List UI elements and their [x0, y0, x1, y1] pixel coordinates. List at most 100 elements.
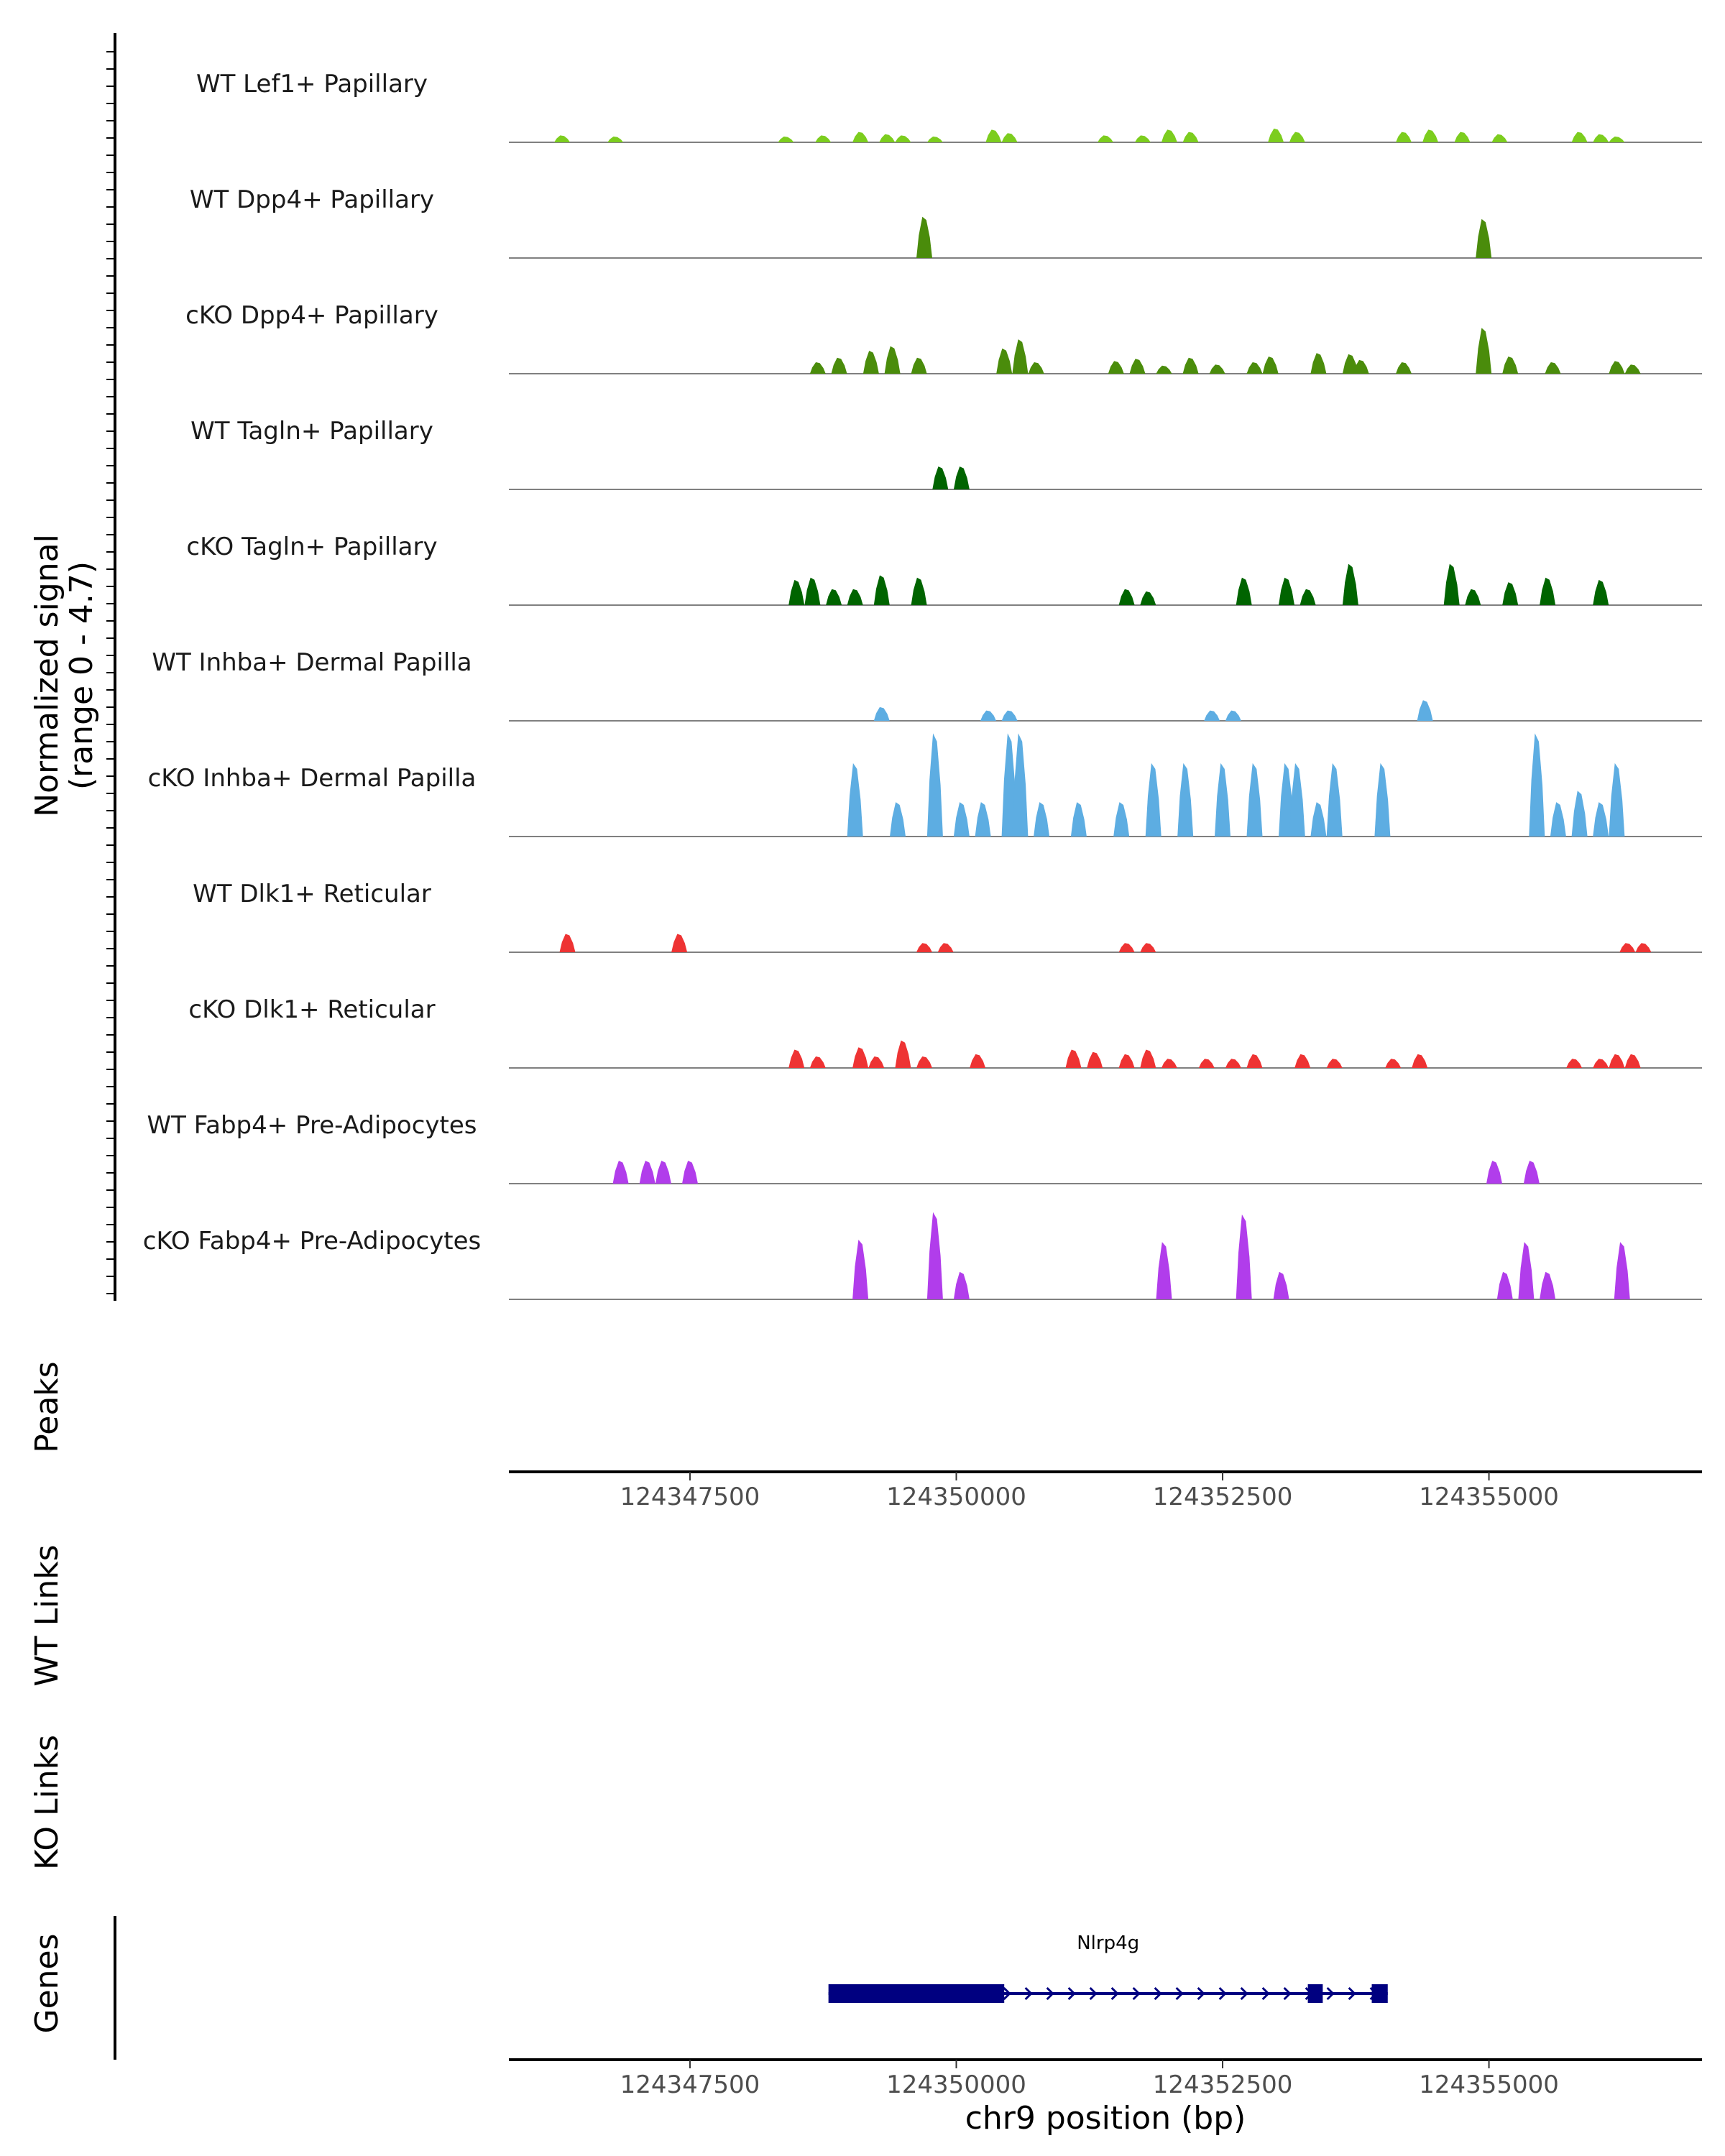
track-label: WT Lef1+ Papillary	[196, 70, 428, 98]
coverage-peak	[1182, 132, 1199, 142]
coverage-peak	[1289, 132, 1305, 142]
coverage-peak	[809, 1056, 826, 1068]
coverage-peak	[1609, 361, 1625, 374]
coverage-peak	[1001, 133, 1018, 142]
coverage-peak	[1177, 763, 1194, 837]
coverage-peak	[1289, 763, 1305, 837]
coverage-peak	[1001, 710, 1018, 721]
coverage-peak	[1571, 132, 1588, 142]
coverage-peak	[1593, 134, 1609, 142]
ko-links-panel-label: KO Links	[29, 1735, 65, 1870]
coverage-peak	[895, 135, 911, 142]
coverage-peak	[1529, 733, 1545, 837]
coverage-peak	[996, 348, 1013, 374]
coverage-peak	[911, 357, 927, 374]
track-8: WT Dlk1+ Reticular	[193, 880, 1702, 953]
coverage-peak	[1012, 339, 1029, 374]
coverage-peak	[1465, 589, 1481, 605]
coverage-peak	[1140, 1049, 1156, 1068]
strand-arrow-icon	[1132, 1986, 1141, 2001]
coverage-peak	[879, 134, 896, 142]
coverage-peak	[1571, 791, 1588, 837]
coverage-peak	[1028, 362, 1044, 374]
coverage-peak	[1454, 132, 1471, 142]
coverage-peak	[1476, 218, 1492, 258]
coverage-axis-ticks	[106, 51, 115, 1294]
track-label: cKO Fabp4+ Pre-Adipocytes	[143, 1227, 482, 1256]
coverage-peak	[1294, 1054, 1311, 1068]
strand-arrow-icon	[1240, 1986, 1248, 2001]
track-2: WT Dpp4+ Papillary	[190, 185, 1702, 259]
coverage-peak	[1342, 354, 1358, 374]
strand-arrow-icon	[1175, 1986, 1184, 2001]
coverage-peak	[1118, 1054, 1135, 1068]
track-6: WT Inhba+ Dermal Papilla	[152, 648, 1702, 722]
coverage-peak	[1262, 356, 1279, 374]
coverage-peak	[1140, 943, 1156, 952]
coverage-peak	[809, 362, 826, 374]
coverage-peak	[1034, 802, 1050, 837]
coverage-peak	[788, 579, 805, 605]
gene-nlrp4g: Nlrp4g	[828, 1932, 1388, 2003]
strand-arrow-icon	[1261, 1986, 1270, 2001]
coverage-peak	[873, 706, 890, 721]
coverage-peak	[953, 466, 970, 489]
coverage-peak	[1300, 589, 1316, 605]
coverage-peak	[890, 802, 906, 837]
strand-arrow-icon	[1046, 1986, 1054, 2001]
coverage-peak	[1624, 1054, 1641, 1068]
coverage-peak	[926, 137, 943, 142]
coverage-peak	[788, 1049, 805, 1068]
coverage-peak	[852, 1047, 869, 1068]
track-label: WT Dlk1+ Reticular	[193, 880, 431, 908]
coverage-peak	[1593, 1059, 1609, 1068]
coverage-peak	[1619, 943, 1636, 952]
coverage-peak	[612, 1161, 629, 1184]
coverage-peak	[1012, 733, 1029, 837]
coverage-peak	[1523, 1161, 1540, 1184]
coverage-peak	[895, 1040, 911, 1068]
track-4: WT Tagln+ Papillary	[190, 417, 1702, 490]
x-axis-title: chr9 position (bp)	[965, 2100, 1246, 2137]
track-label: cKO Dlk1+ Reticular	[188, 995, 435, 1024]
coverage-peak	[1279, 577, 1294, 605]
strand-arrow-icon	[1003, 1986, 1011, 2001]
coverage-peak	[1491, 134, 1508, 142]
coverage-peak	[1246, 763, 1263, 837]
strand-arrow-icon	[1218, 1986, 1227, 2001]
coverage-peak	[1273, 1271, 1289, 1299]
coverage-peak	[1246, 1054, 1263, 1068]
coverage-peak	[1486, 1161, 1502, 1184]
coverage-peak	[953, 1271, 970, 1299]
coverage-peak	[1156, 365, 1172, 374]
y-axis-title: Normalized signal	[29, 534, 65, 817]
coverage-peak	[1593, 579, 1609, 605]
strand-arrow-icon	[1089, 1986, 1098, 2001]
coverage-peak	[1145, 763, 1162, 837]
track-label: WT Dpp4+ Papillary	[190, 185, 434, 214]
gene-exon	[1371, 1984, 1388, 2003]
x-tick-label: 124347500	[620, 1483, 760, 1511]
x-tick-label: 124352500	[1153, 1483, 1293, 1511]
x-axis-ticks-bottom: 124347500 124350000 124352500 124355000	[620, 2060, 1559, 2099]
coverage-peak	[1215, 763, 1230, 837]
coverage-peak	[1540, 1271, 1556, 1299]
coverage-peak	[1268, 128, 1284, 142]
coverage-peak	[1225, 710, 1241, 721]
coverage-peak	[1396, 132, 1412, 142]
coverage-peak	[1550, 802, 1566, 837]
coverage-peak	[1326, 1059, 1343, 1068]
track-label: cKO Dpp4+ Papillary	[185, 301, 438, 330]
coverage-peak	[916, 943, 932, 952]
coverage-peak	[1209, 364, 1225, 374]
x-tick-label: 124350000	[886, 2070, 1026, 2099]
coverage-peak	[671, 934, 688, 952]
coverage-peak	[607, 137, 624, 142]
coverage-peak	[916, 1056, 932, 1068]
coverage-peak	[655, 1161, 671, 1184]
track-7: cKO Inhba+ Dermal Papilla	[148, 733, 1702, 837]
coverage-peak	[1087, 1051, 1103, 1068]
strand-arrow-icon	[1110, 1986, 1119, 2001]
coverage-peak	[980, 710, 996, 721]
